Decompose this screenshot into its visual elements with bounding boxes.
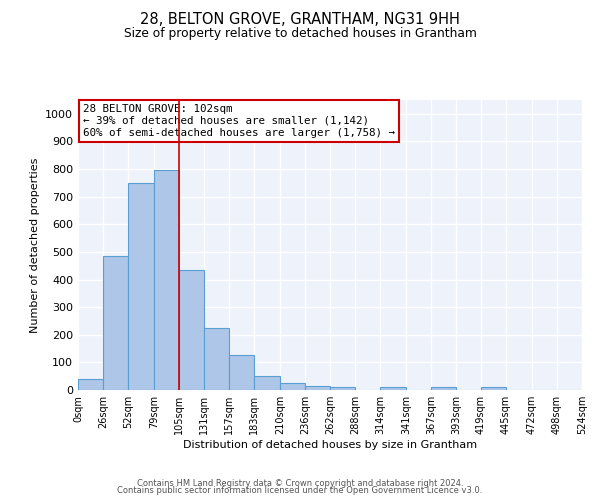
Bar (78, 379, 103, 390)
Bar (330, 387, 355, 390)
Text: 28 BELTON GROVE: 102sqm
← 39% of detached houses are smaller (1,142)
60% of semi: 28 BELTON GROVE: 102sqm ← 39% of detache… (83, 104, 395, 138)
X-axis label: Distribution of detached houses by size in Grantham: Distribution of detached houses by size … (183, 440, 477, 450)
Y-axis label: Number of detached properties: Number of detached properties (29, 158, 40, 332)
Bar (305, 386, 330, 390)
Bar (179, 270, 204, 390)
Text: 28, BELTON GROVE, GRANTHAM, NG31 9HH: 28, BELTON GROVE, GRANTHAM, NG31 9HH (140, 12, 460, 28)
Bar (431, 387, 456, 390)
Bar (280, 382, 305, 390)
Bar (154, 170, 179, 390)
Bar (481, 387, 506, 390)
Text: Contains public sector information licensed under the Open Government Licence v3: Contains public sector information licen… (118, 486, 482, 495)
Bar (204, 328, 229, 390)
Bar (128, 183, 154, 390)
Bar (229, 356, 254, 390)
Text: Size of property relative to detached houses in Grantham: Size of property relative to detached ho… (124, 28, 476, 40)
Bar (103, 256, 128, 390)
Bar (254, 376, 280, 390)
Text: Contains HM Land Registry data © Crown copyright and database right 2024.: Contains HM Land Registry data © Crown c… (137, 478, 463, 488)
Bar (380, 387, 406, 390)
